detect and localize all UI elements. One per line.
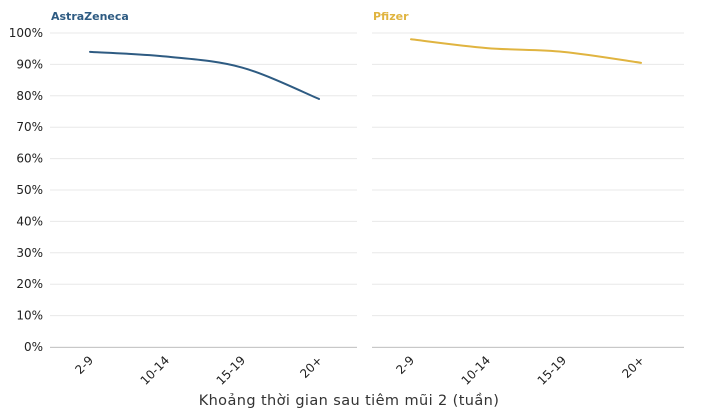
x-tick-label: 20+ bbox=[297, 353, 325, 381]
series-lines bbox=[89, 38, 642, 100]
y-tick-label: 100% bbox=[9, 26, 43, 40]
x-tick-label: 10-14 bbox=[459, 353, 494, 388]
y-tick-label: 60% bbox=[16, 152, 43, 166]
x-tick-label: 15-19 bbox=[535, 353, 570, 388]
y-tick-label: 90% bbox=[16, 57, 43, 71]
y-tick-label: 40% bbox=[16, 214, 43, 228]
x-tick-label: 2-9 bbox=[393, 353, 417, 377]
x-tick-label: 15-19 bbox=[214, 353, 249, 388]
x-tick-label: 10-14 bbox=[138, 353, 173, 388]
tick-labels: 100% 90% 80% 70% 60% 50% 40% 30% 20% 10% 0% 2-9 10-1… bbox=[9, 10, 647, 388]
gridlines bbox=[50, 32, 684, 348]
x-tick-label: 20+ bbox=[619, 353, 647, 381]
panel-title: Pfizer bbox=[373, 10, 409, 23]
y-tick-label: 80% bbox=[16, 89, 43, 103]
panel-title: AstraZeneca bbox=[51, 10, 129, 23]
x-tick-label: 2-9 bbox=[72, 353, 96, 377]
y-tick-label: 30% bbox=[16, 246, 43, 260]
y-tick-label: 20% bbox=[16, 277, 43, 291]
series-line bbox=[89, 50, 320, 100]
y-tick-label: 10% bbox=[16, 309, 43, 323]
x-axis-title: Khoảng thời gian sau tiêm mũi 2 (tuần) bbox=[199, 393, 500, 409]
series-line bbox=[410, 38, 642, 64]
y-tick-label: 0% bbox=[24, 340, 43, 354]
y-tick-label: 70% bbox=[16, 120, 43, 134]
y-tick-label: 50% bbox=[16, 183, 43, 197]
